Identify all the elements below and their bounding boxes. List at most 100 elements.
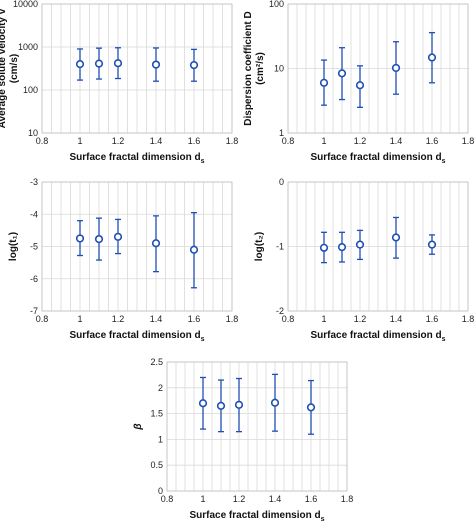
y-tick-label: -3 <box>30 177 38 187</box>
x-axis-label-text: Surface fractal dimension d <box>310 330 441 341</box>
y-tick-label: 10000 <box>13 0 38 9</box>
data-point <box>113 232 123 241</box>
y-tick-label: 1000 <box>18 42 38 52</box>
x-tick-label: 1.2 <box>354 314 367 324</box>
data-point <box>216 401 226 410</box>
x-axis-label-subscript: s <box>201 336 205 343</box>
data-point <box>270 398 280 407</box>
x-tick-label: 1.4 <box>150 314 163 324</box>
x-tick-label: 0.8 <box>161 494 174 504</box>
x-tick-label: 1 <box>200 494 205 504</box>
x-tick-label: 1 <box>321 314 326 324</box>
x-tick-label: 1.2 <box>354 136 367 146</box>
x-tick-label: 1.8 <box>226 314 239 324</box>
y-tick-label: 10 <box>28 128 38 138</box>
x-tick-label: 0.8 <box>36 136 49 146</box>
data-point <box>113 59 123 68</box>
x-tick-label: 1.8 <box>341 494 354 504</box>
x-axis-label-text: Surface fractal dimension d <box>189 510 320 521</box>
y-tick-label: 0 <box>279 177 284 187</box>
y-axis-label: β <box>133 423 144 430</box>
y-tick-label: -7 <box>30 306 38 316</box>
x-tick-label: 1.2 <box>233 494 246 504</box>
y-axis-label: log(t₁) <box>8 232 19 261</box>
y-axis-label: (cm/s) <box>9 54 20 83</box>
x-axis-label-subscript: s <box>201 158 205 165</box>
x-axis-label-text: Surface fractal dimension d <box>69 152 200 163</box>
y-axis-label: Average solute velocity v <box>0 8 8 128</box>
y-tick-label: 10 <box>274 64 284 74</box>
data-point <box>198 399 208 408</box>
chart-t2: 0.8 1 1.2 1.4 1.6 1.8 -2 -1 0 Surface fractal dim… <box>254 177 474 343</box>
data-point <box>306 403 316 412</box>
x-tick-label: 1.6 <box>188 136 201 146</box>
x-tick-label: 1.4 <box>390 136 403 146</box>
data-point <box>319 243 329 252</box>
chart-beta: 0.8 1 1.2 1.4 1.6 1.8 0 0.5 1 1.5 2 2.5 Surface frac… <box>133 357 353 523</box>
data-point <box>427 53 437 62</box>
x-axis-label-subscript: s <box>321 516 325 523</box>
x-axis-label-subscript: s <box>442 336 446 343</box>
x-axis-label-subscript: s <box>442 158 446 165</box>
chart-v: 0.8 1 1.2 1.4 1.6 1.8 10 100 1000 10000 Surface fr… <box>0 0 238 165</box>
x-axis-label-text: Surface fractal dimension d <box>69 330 200 341</box>
plot-frame <box>287 3 469 134</box>
y-tick-label: -4 <box>30 209 38 219</box>
x-tick-label: 1.2 <box>112 136 125 146</box>
x-axis-label: Surface fractal dimension ds <box>69 152 204 165</box>
data-point <box>189 245 199 254</box>
y-tick-label: 0.5 <box>150 460 163 470</box>
y-tick-label: -5 <box>30 242 38 252</box>
plot-frame <box>287 181 469 312</box>
data-point <box>234 400 244 409</box>
y-tick-label: 100 <box>23 85 38 95</box>
x-tick-label: 0.8 <box>282 136 295 146</box>
x-tick-label: 0.8 <box>36 314 49 324</box>
data-point <box>151 60 161 69</box>
x-tick-label: 0.8 <box>282 314 295 324</box>
plot-frame <box>166 361 348 492</box>
y-tick-label: -6 <box>30 274 38 284</box>
x-axis-label: Surface fractal dimension ds <box>310 330 445 343</box>
y-tick-label: 1 <box>158 434 163 444</box>
data-point <box>151 239 161 248</box>
x-tick-label: 1.6 <box>426 314 439 324</box>
x-axis-label: Surface fractal dimension ds <box>189 510 324 523</box>
x-axis-label: Surface fractal dimension ds <box>69 330 204 343</box>
data-point <box>391 233 401 242</box>
plot-frame <box>41 181 233 312</box>
y-tick-label: 2.5 <box>150 357 163 367</box>
x-axis-label-text: Surface fractal dimension d <box>310 152 441 163</box>
data-point <box>337 69 347 78</box>
x-tick-label: 1.6 <box>426 136 439 146</box>
y-tick-label: 0 <box>158 486 163 496</box>
x-tick-label: 1 <box>77 136 82 146</box>
x-tick-label: 1.6 <box>305 494 318 504</box>
x-tick-label: 1.8 <box>462 136 474 146</box>
data-point <box>337 243 347 252</box>
data-point <box>355 81 365 90</box>
x-tick-label: 1 <box>77 314 82 324</box>
data-point <box>75 60 85 69</box>
chart-t1: 0.8 1 1.2 1.4 1.6 1.8 -7 -6 -5 -4 -3 Surface fracta… <box>8 177 238 343</box>
y-axis-label: log(t₂) <box>254 232 265 261</box>
y-tick-label: 1 <box>279 128 284 138</box>
y-tick-label: -1 <box>276 242 284 252</box>
y-tick-label: -2 <box>276 306 284 316</box>
data-point <box>189 60 199 70</box>
data-point <box>319 78 329 87</box>
y-axis-label: Dispersion coefficient D <box>243 11 254 125</box>
x-tick-label: 1.8 <box>462 314 474 324</box>
data-point <box>75 234 85 243</box>
x-tick-label: 1.6 <box>188 314 201 324</box>
data-point <box>427 240 437 249</box>
y-tick-label: 100 <box>269 0 284 9</box>
x-tick-label: 1.4 <box>269 494 282 504</box>
x-axis-label: Surface fractal dimension ds <box>310 152 445 165</box>
y-tick-label: 2 <box>158 383 163 393</box>
y-axis-label: (cm²/s) <box>255 52 266 85</box>
data-point <box>94 234 104 244</box>
data-point <box>94 59 104 68</box>
